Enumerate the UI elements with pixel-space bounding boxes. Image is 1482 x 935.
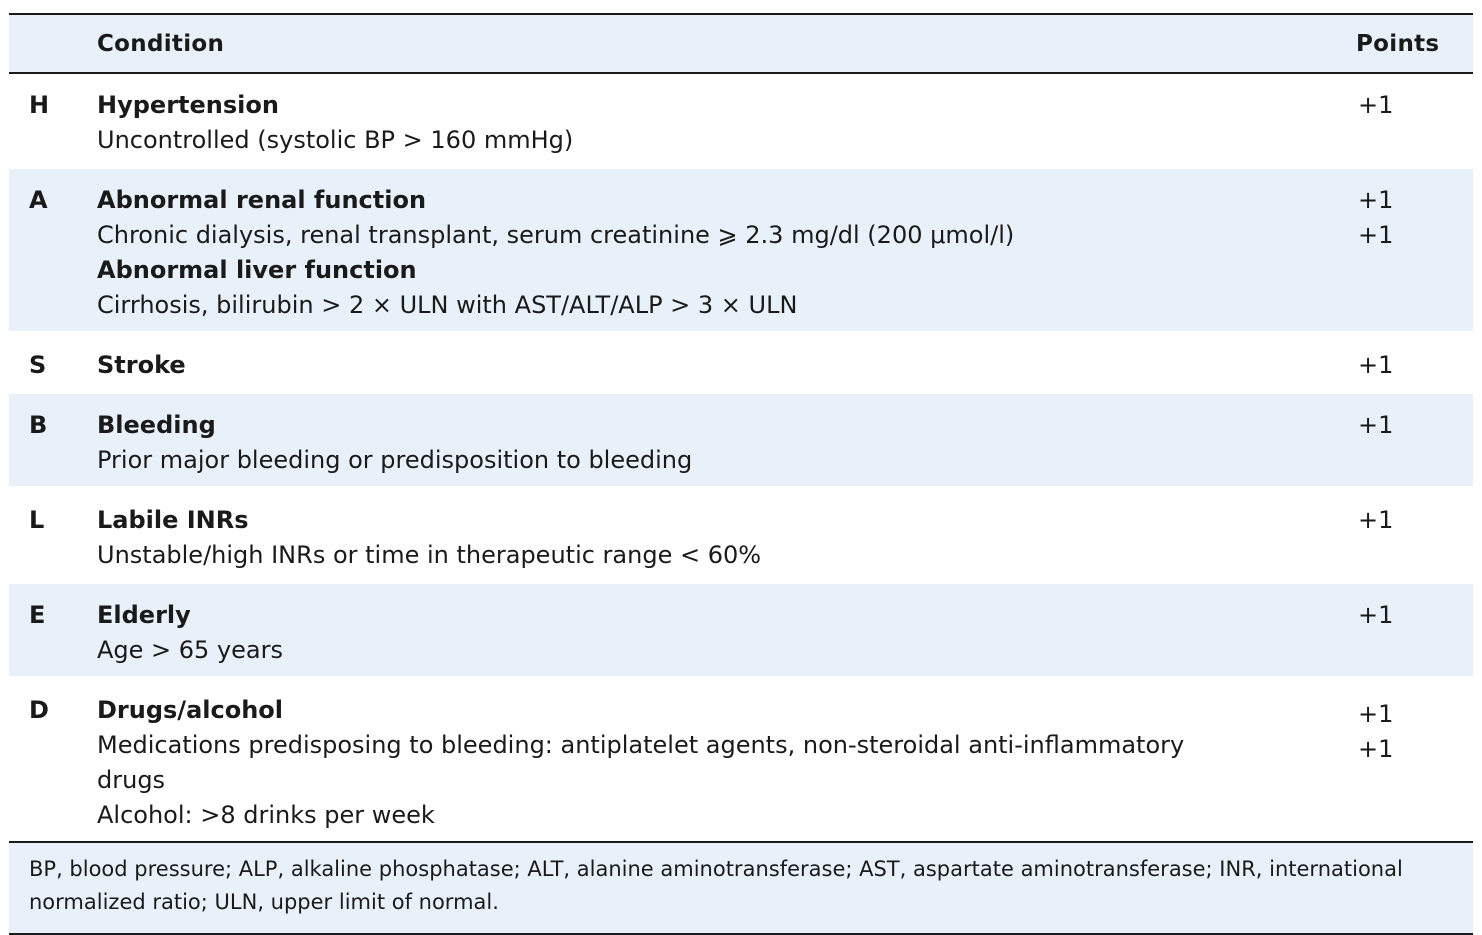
condition-detail: Prior major bleeding or predisposition t… — [97, 446, 693, 474]
row-letter: S — [29, 351, 47, 379]
table-row: A Abnormal renal function Chronic dialysis… — [9, 169, 1473, 334]
condition-detail: Medications predisposing to bleeding: an… — [97, 731, 1185, 759]
table-header-row: Condition Points — [9, 15, 1473, 74]
condition-title: Labile INRs — [97, 506, 249, 534]
row-points: +1 — [1341, 88, 1473, 123]
header-condition: Condition — [97, 30, 225, 57]
condition-detail: Age > 65 years — [97, 636, 283, 664]
row-condition: Stroke — [97, 348, 1341, 383]
points-value: +1 — [1358, 411, 1394, 439]
row-letter: E — [29, 601, 46, 629]
table-body: H Hypertension Uncontrolled (systolic BP >… — [9, 74, 1473, 841]
row-points: +1 — [1341, 408, 1473, 443]
condition-title: Bleeding — [97, 411, 216, 439]
table-row: S Stroke +1 — [9, 334, 1473, 394]
condition-title: Abnormal liver function — [97, 256, 417, 284]
row-letter: H — [29, 91, 50, 119]
row-letter: D — [29, 696, 49, 724]
row-condition: Abnormal renal function Chronic dialysis,… — [97, 183, 1341, 323]
points-value: +1 — [1358, 351, 1394, 379]
row-points: +1 — [1341, 503, 1473, 538]
table-row: H Hypertension Uncontrolled (systolic BP >… — [9, 74, 1473, 169]
points-value: +1 — [1358, 700, 1394, 728]
table-row: D Drugs/alcohol Medications predisposing t… — [9, 679, 1473, 841]
table-row: B Bleeding Prior major bleeding or predisp… — [9, 394, 1473, 489]
points-value: +1 — [1358, 186, 1394, 214]
points-value: +1 — [1358, 735, 1394, 763]
row-condition: Elderly Age > 65 years — [97, 598, 1341, 668]
condition-detail: Uncontrolled (systolic BP > 160 mmHg) — [97, 126, 574, 154]
row-letter: L — [29, 506, 45, 534]
header-points: Points — [1356, 30, 1440, 57]
row-condition: Labile INRs Unstable/high INRs or time in… — [97, 503, 1341, 573]
table-row: E Elderly Age > 65 years +1 — [9, 584, 1473, 679]
points-value: +1 — [1358, 221, 1394, 249]
has-bled-table: Condition Points H Hypertension Uncontroll… — [9, 13, 1473, 935]
row-points: +1 +1 — [1341, 693, 1473, 767]
condition-detail: Unstable/high INRs or time in therapeuti… — [97, 541, 762, 569]
row-letter: B — [29, 411, 48, 439]
condition-detail: Chronic dialysis, renal transplant, seru… — [97, 221, 1015, 249]
table-footnote: BP, blood pressure; ALP, alkaline phosph… — [9, 843, 1473, 933]
row-condition: Drugs/alcohol Medications predisposing to… — [97, 693, 1341, 833]
table-footer-rule — [9, 841, 1473, 843]
condition-title: Drugs/alcohol — [97, 696, 284, 724]
row-letter: A — [29, 186, 48, 214]
table-top-rule — [9, 13, 1473, 15]
condition-title: Stroke — [97, 351, 186, 379]
points-value: +1 — [1358, 91, 1394, 119]
row-points: +1 — [1341, 348, 1473, 383]
table-row: L Labile INRs Unstable/high INRs or time i… — [9, 489, 1473, 584]
row-condition: Bleeding Prior major bleeding or predispo… — [97, 408, 1341, 478]
condition-title: Hypertension — [97, 91, 279, 119]
condition-detail: Alcohol: >8 drinks per week — [97, 801, 435, 829]
points-value: +1 — [1358, 601, 1394, 629]
row-condition: Hypertension Uncontrolled (systolic BP > … — [97, 88, 1341, 158]
points-value: +1 — [1358, 506, 1394, 534]
row-points: +1 +1 — [1341, 183, 1473, 253]
condition-title: Abnormal renal function — [97, 186, 427, 214]
row-points: +1 — [1341, 598, 1473, 633]
condition-title: Elderly — [97, 601, 191, 629]
condition-detail: Cirrhosis, bilirubin > 2 × ULN with AST/… — [97, 291, 798, 319]
condition-detail: drugs — [97, 766, 166, 794]
